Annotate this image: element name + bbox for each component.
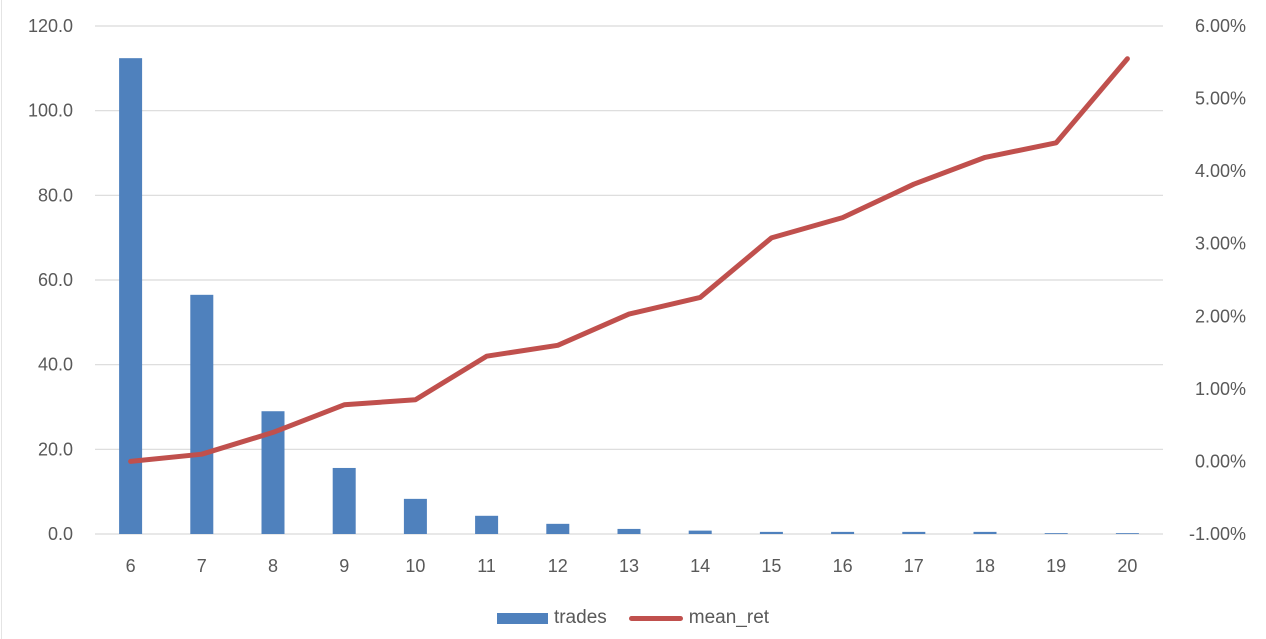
trades-bar <box>831 531 855 534</box>
trades-bar <box>261 411 285 534</box>
trades-bar <box>1115 533 1139 534</box>
left-axis-tick-label: 20.0 <box>38 439 73 459</box>
trades-bar <box>190 294 214 534</box>
mean-ret-line <box>128 56 1130 464</box>
trades-bar <box>759 531 783 534</box>
left-axis-tick-label: 100.0 <box>28 101 73 121</box>
line-swatch-icon <box>628 615 683 621</box>
right-axis-tick-label: -1.00% <box>1189 524 1246 544</box>
x-axis-tick-label: 7 <box>197 556 207 576</box>
left-axis-tick-label: 120.0 <box>28 16 73 36</box>
right-y-axis: -1.00% 0.00% 1.00% 2.00% 3.00% 4.00% 5.00% 6.00… <box>1189 16 1246 544</box>
trades-bar <box>546 523 570 534</box>
left-y-axis: 0.0 20.0 40.0 60.0 80.0 100.0 120.0 <box>28 16 73 544</box>
x-axis-tick-label: 20 <box>1117 556 1137 576</box>
legend-item-trades: trades <box>496 607 607 629</box>
right-axis-tick-label: 3.00% <box>1195 234 1246 254</box>
x-axis-tick-label: 12 <box>548 556 568 576</box>
x-axis-tick-label: 13 <box>619 556 639 576</box>
right-axis-tick-label: 1.00% <box>1195 379 1246 399</box>
left-axis-tick-label: 40.0 <box>38 355 73 375</box>
left-axis-tick-label: 60.0 <box>38 270 73 290</box>
right-axis-tick-label: 4.00% <box>1195 161 1246 181</box>
x-axis-tick-label: 6 <box>126 556 136 576</box>
x-axis-tick-label: 9 <box>339 556 349 576</box>
x-axis-tick-label: 10 <box>405 556 425 576</box>
trades-bar <box>475 515 499 534</box>
trades-bar <box>973 531 997 534</box>
trades-bar <box>332 467 356 534</box>
gridlines <box>95 25 1163 535</box>
right-axis-tick-label: 2.00% <box>1195 306 1246 326</box>
left-axis-tick-label: 0.0 <box>48 524 73 544</box>
x-axis-tick-label: 18 <box>975 556 995 576</box>
left-axis-tick-label: 80.0 <box>38 185 73 205</box>
trades-bar <box>617 528 641 534</box>
bar-swatch-icon <box>496 612 548 624</box>
legend-label-trades: trades <box>553 607 607 628</box>
right-axis-tick-label: 6.00% <box>1195 16 1246 36</box>
trades-bar <box>688 530 712 534</box>
combo-chart: 0.0 20.0 40.0 60.0 80.0 100.0 120.0 -1.00% 0.00… <box>28 16 1246 576</box>
x-axis-tick-label: 16 <box>833 556 853 576</box>
x-axis-tick-label: 14 <box>690 556 710 576</box>
legend-label-mean-ret: mean_ret <box>688 607 770 628</box>
trades-bar <box>1044 533 1068 534</box>
trades-bars <box>119 58 1139 534</box>
trades-bar <box>403 498 427 534</box>
mean-ret-polyline <box>128 56 1130 464</box>
legend-item-mean-ret: mean_ret <box>628 607 770 629</box>
trades-bar <box>119 58 143 534</box>
x-axis-tick-label: 15 <box>761 556 781 576</box>
x-axis-tick-label: 8 <box>268 556 278 576</box>
legend: trades mean_ret <box>0 604 1266 632</box>
x-axis-tick-label: 19 <box>1046 556 1066 576</box>
trades-bar <box>902 531 926 534</box>
x-axis-tick-label: 11 <box>477 556 496 576</box>
x-axis: 6 7 8 9 10 11 12 13 14 15 16 17 18 19 20 <box>126 556 1138 576</box>
right-axis-tick-label: 0.00% <box>1195 451 1246 471</box>
x-axis-tick-label: 17 <box>904 556 924 576</box>
right-axis-tick-label: 5.00% <box>1195 89 1246 109</box>
